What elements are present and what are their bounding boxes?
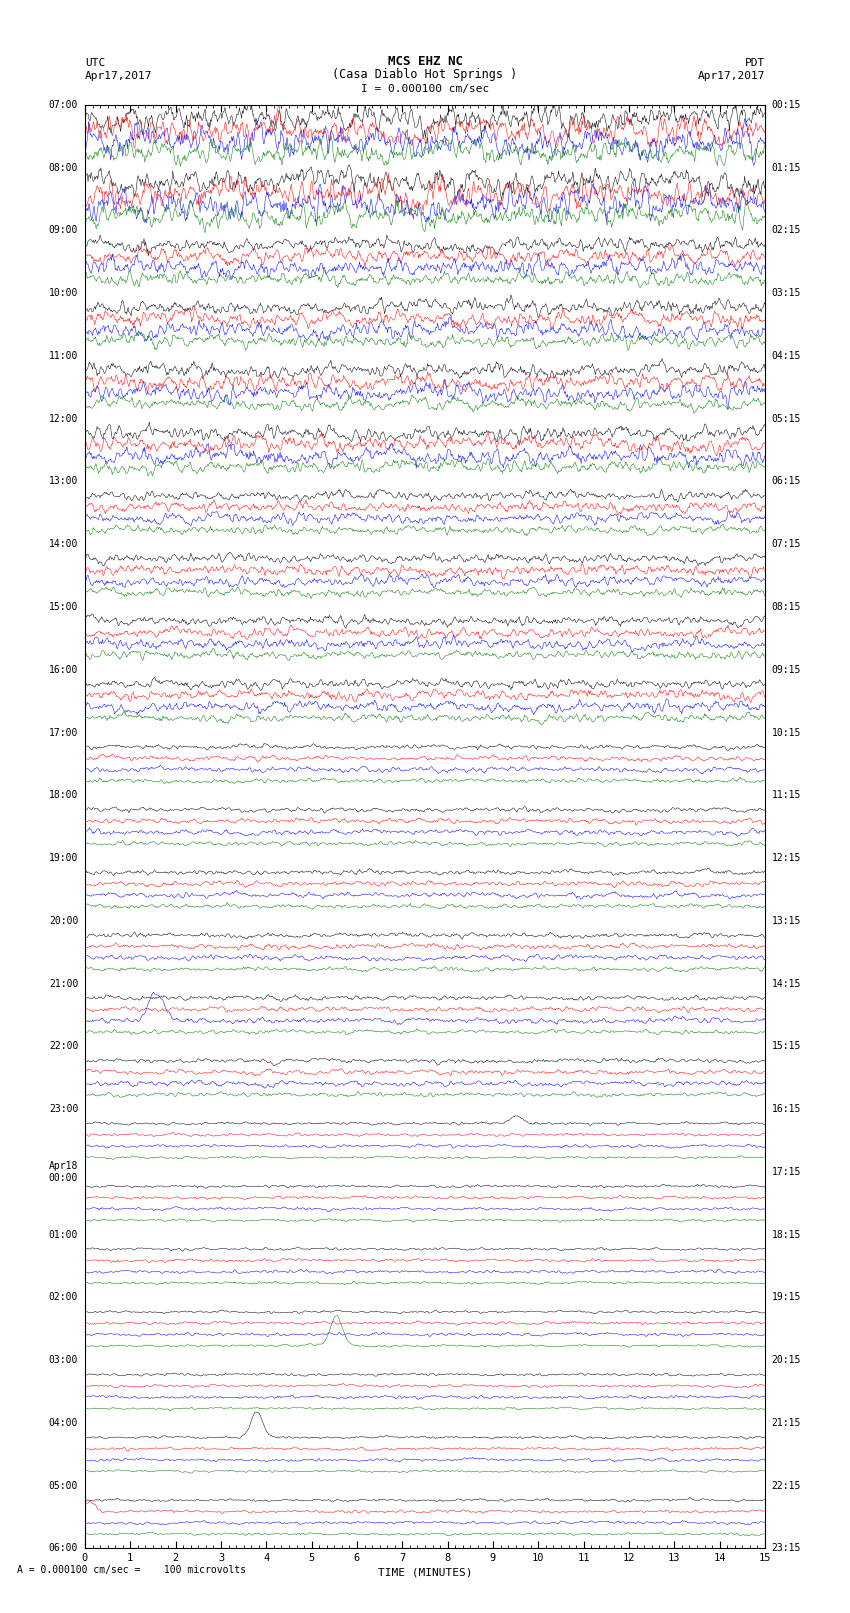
Text: 23:00: 23:00 bbox=[48, 1105, 78, 1115]
Text: Apr17,2017: Apr17,2017 bbox=[85, 71, 152, 81]
Text: 11:00: 11:00 bbox=[48, 352, 78, 361]
Text: 12:00: 12:00 bbox=[48, 413, 78, 424]
Text: 23:15: 23:15 bbox=[772, 1544, 802, 1553]
Text: 02:15: 02:15 bbox=[772, 226, 802, 235]
Text: 09:15: 09:15 bbox=[772, 665, 802, 674]
Text: 18:00: 18:00 bbox=[48, 790, 78, 800]
Text: 19:15: 19:15 bbox=[772, 1292, 802, 1302]
Text: 17:15: 17:15 bbox=[772, 1166, 802, 1177]
Text: 06:00: 06:00 bbox=[48, 1544, 78, 1553]
Text: 03:00: 03:00 bbox=[48, 1355, 78, 1365]
Text: 07:15: 07:15 bbox=[772, 539, 802, 548]
Text: 20:15: 20:15 bbox=[772, 1355, 802, 1365]
Text: 00:15: 00:15 bbox=[772, 100, 802, 110]
Text: 10:15: 10:15 bbox=[772, 727, 802, 737]
Text: 05:00: 05:00 bbox=[48, 1481, 78, 1490]
Text: 11:15: 11:15 bbox=[772, 790, 802, 800]
Text: PDT: PDT bbox=[745, 58, 765, 68]
Text: 16:15: 16:15 bbox=[772, 1105, 802, 1115]
Text: 14:00: 14:00 bbox=[48, 539, 78, 548]
Text: 19:00: 19:00 bbox=[48, 853, 78, 863]
Text: Apr18
00:00: Apr18 00:00 bbox=[48, 1161, 78, 1182]
Text: (Casa Diablo Hot Springs ): (Casa Diablo Hot Springs ) bbox=[332, 68, 518, 81]
Text: 01:00: 01:00 bbox=[48, 1229, 78, 1240]
Text: 21:00: 21:00 bbox=[48, 979, 78, 989]
Text: 17:00: 17:00 bbox=[48, 727, 78, 737]
X-axis label: TIME (MINUTES): TIME (MINUTES) bbox=[377, 1568, 473, 1578]
Text: 16:00: 16:00 bbox=[48, 665, 78, 674]
Text: 08:15: 08:15 bbox=[772, 602, 802, 611]
Text: 04:00: 04:00 bbox=[48, 1418, 78, 1428]
Text: 01:15: 01:15 bbox=[772, 163, 802, 173]
Text: 02:00: 02:00 bbox=[48, 1292, 78, 1302]
Text: 04:15: 04:15 bbox=[772, 352, 802, 361]
Text: 03:15: 03:15 bbox=[772, 289, 802, 298]
Text: A = 0.000100 cm/sec =    100 microvolts: A = 0.000100 cm/sec = 100 microvolts bbox=[17, 1565, 246, 1574]
Text: MCS EHZ NC: MCS EHZ NC bbox=[388, 55, 462, 68]
Text: 22:15: 22:15 bbox=[772, 1481, 802, 1490]
Text: 18:15: 18:15 bbox=[772, 1229, 802, 1240]
Text: 14:15: 14:15 bbox=[772, 979, 802, 989]
Text: I = 0.000100 cm/sec: I = 0.000100 cm/sec bbox=[361, 84, 489, 94]
Text: 09:00: 09:00 bbox=[48, 226, 78, 235]
Text: 12:15: 12:15 bbox=[772, 853, 802, 863]
Text: 05:15: 05:15 bbox=[772, 413, 802, 424]
Text: 10:00: 10:00 bbox=[48, 289, 78, 298]
Text: 07:00: 07:00 bbox=[48, 100, 78, 110]
Text: 06:15: 06:15 bbox=[772, 476, 802, 487]
Text: 15:00: 15:00 bbox=[48, 602, 78, 611]
Text: 21:15: 21:15 bbox=[772, 1418, 802, 1428]
Text: 13:00: 13:00 bbox=[48, 476, 78, 487]
Text: 13:15: 13:15 bbox=[772, 916, 802, 926]
Text: UTC: UTC bbox=[85, 58, 105, 68]
Text: 15:15: 15:15 bbox=[772, 1042, 802, 1052]
Text: Apr17,2017: Apr17,2017 bbox=[698, 71, 765, 81]
Text: 22:00: 22:00 bbox=[48, 1042, 78, 1052]
Text: 08:00: 08:00 bbox=[48, 163, 78, 173]
Text: 20:00: 20:00 bbox=[48, 916, 78, 926]
